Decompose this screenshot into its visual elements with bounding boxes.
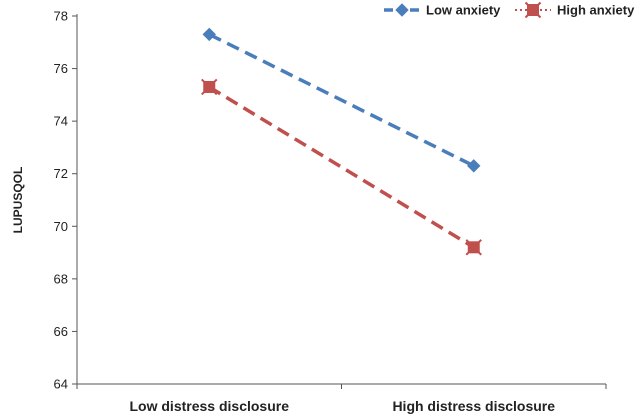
legend-label: Low anxiety	[426, 3, 501, 18]
series-2	[201, 78, 482, 256]
x-tick-label: Low distress disclosure	[130, 398, 290, 414]
legend-marker-cross-b	[524, 1, 542, 19]
x-tick-labels: Low distress disclosure High distress dis…	[130, 398, 556, 414]
data-point	[201, 78, 218, 96]
data-point-cross-b	[465, 239, 482, 256]
data-point-cross-b	[201, 78, 218, 96]
series-1	[202, 27, 481, 173]
y-tick-label: 68	[54, 271, 68, 286]
y-tick-label: 66	[54, 324, 68, 339]
y-tick-label: 74	[54, 114, 68, 129]
x-tick-label: High distress disclosure	[392, 398, 555, 414]
legend-marker	[395, 3, 409, 17]
legend-label: High anxiety	[557, 3, 635, 18]
legend-entry: High anxiety	[515, 1, 635, 19]
y-tick-label: 76	[54, 61, 68, 76]
y-tick-labels: 64 66 68 70 72 74 76 78	[54, 9, 68, 392]
data-point	[202, 27, 216, 42]
series-line	[208, 32, 475, 168]
y-axis-label: LUPUSQOL	[11, 167, 25, 234]
data-point	[465, 239, 482, 256]
series-line	[208, 85, 475, 249]
y-tick-label: 64	[54, 377, 68, 392]
y-tick-label: 78	[54, 9, 68, 24]
y-tick-label: 70	[54, 219, 68, 234]
series-layer	[201, 27, 482, 256]
data-point	[467, 159, 481, 173]
y-tick-label: 72	[54, 166, 68, 181]
legend-entry: Low anxiety	[384, 3, 501, 18]
axes	[72, 14, 607, 389]
legend: Low anxiety High anxiety	[384, 1, 635, 19]
legend-marker	[524, 1, 542, 19]
